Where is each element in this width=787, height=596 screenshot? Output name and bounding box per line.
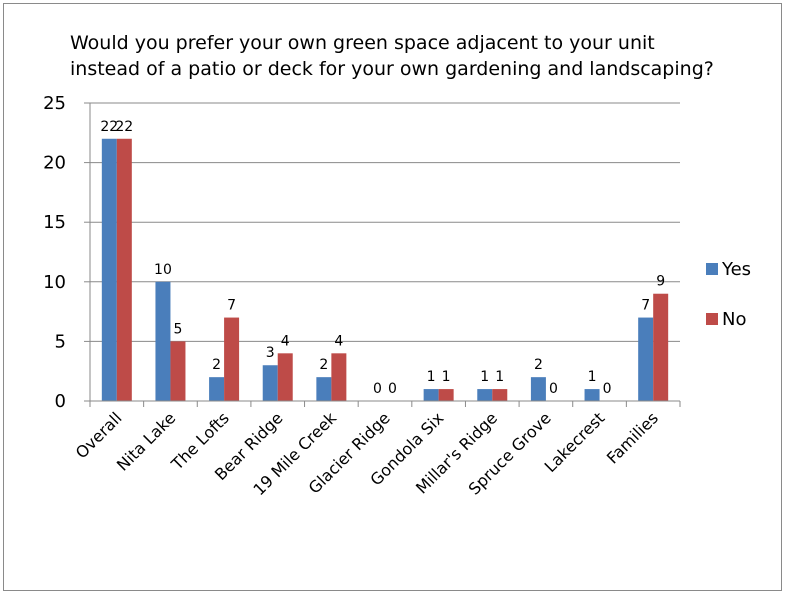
bar-no-2 [224, 317, 240, 401]
bar-yes-6 [423, 389, 439, 401]
data-label-no: 0 [549, 381, 558, 397]
bar-yes-1 [155, 281, 171, 401]
data-label-yes: 10 [154, 262, 172, 278]
bar-yes-4 [316, 377, 332, 401]
legend-swatch-yes [706, 263, 718, 275]
chart-frame [3, 3, 782, 591]
bar-yes-8 [530, 377, 546, 401]
bar-yes-10 [638, 317, 654, 401]
category-label: Overall [72, 408, 126, 462]
data-label-yes: 3 [266, 345, 275, 361]
y-tick-label: 20 [43, 153, 66, 174]
category-label: Nita Lake [113, 408, 179, 474]
chart-title: Would you prefer your own green space ad… [70, 32, 714, 80]
data-label-no: 7 [227, 298, 236, 314]
data-label-no: 1 [495, 369, 504, 385]
axes [84, 102, 681, 407]
y-tick-label: 25 [43, 93, 66, 114]
y-tick-label: 15 [43, 212, 66, 233]
legend-swatch-no [706, 313, 718, 325]
bar-no-6 [438, 389, 454, 401]
gridlines [90, 102, 680, 342]
bar-yes-2 [209, 377, 225, 401]
data-label-yes: 22 [100, 119, 118, 135]
legend-label-no: No [722, 309, 746, 330]
bar-yes-9 [584, 389, 600, 401]
bar-no-1 [170, 341, 186, 401]
data-label-no: 0 [603, 381, 612, 397]
data-label-yes: 2 [534, 357, 543, 373]
y-tick-label: 10 [43, 272, 66, 293]
bar-no-0 [116, 138, 132, 401]
bar-yes-7 [477, 389, 493, 401]
data-label-yes: 2 [319, 357, 328, 373]
bars [101, 138, 669, 401]
data-label-yes: 1 [427, 369, 436, 385]
data-label-no: 4 [281, 333, 290, 349]
data-label-yes: 7 [641, 298, 650, 314]
data-label-yes: 2 [212, 357, 221, 373]
data-label-yes: 1 [588, 369, 597, 385]
bar-no-3 [277, 353, 293, 401]
data-label-no: 22 [115, 119, 133, 135]
data-label-no: 5 [173, 321, 182, 337]
data-label-no: 0 [388, 381, 397, 397]
y-tick-label: 5 [55, 331, 66, 352]
data-label-no: 1 [442, 369, 451, 385]
data-label-yes: 0 [373, 381, 382, 397]
data-label-no: 9 [656, 274, 665, 290]
category-label: Families [603, 408, 662, 467]
bar-yes-3 [262, 365, 278, 401]
bar-no-10 [653, 293, 669, 401]
bar-no-7 [492, 389, 508, 401]
data-label-yes: 1 [480, 369, 489, 385]
y-tick-label: 0 [55, 391, 66, 412]
bar-yes-0 [101, 138, 117, 401]
bar-no-4 [331, 353, 347, 401]
legend-label-yes: Yes [721, 259, 751, 280]
legend: Yes No [706, 259, 751, 330]
data-label-no: 4 [334, 333, 343, 349]
